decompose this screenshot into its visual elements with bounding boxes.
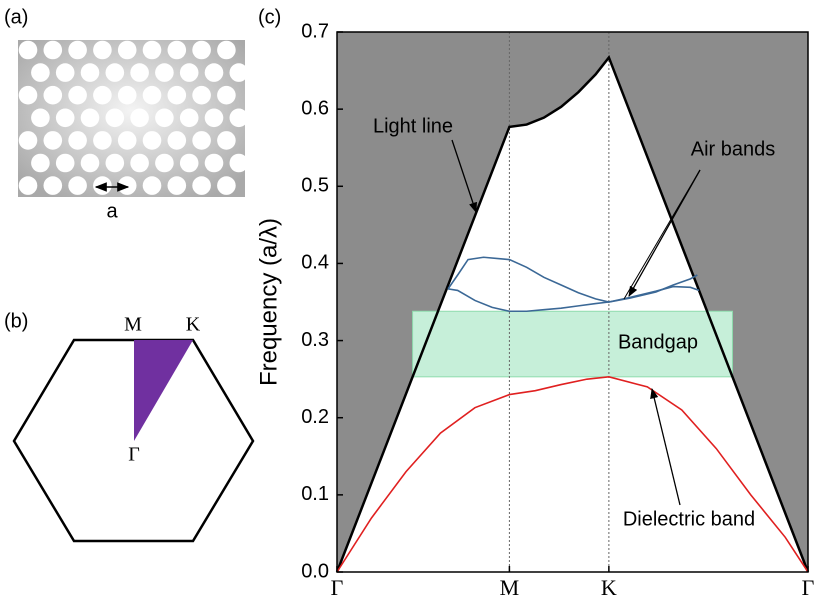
- hole: [168, 86, 187, 105]
- hole: [192, 131, 211, 150]
- panel-label: (a): [4, 6, 28, 28]
- hole: [205, 63, 224, 82]
- figure: (a) a (b) M K Γ (c) ΓMKΓ0.00.10.20.30.40…: [0, 0, 819, 603]
- panel-label: (b): [4, 310, 28, 332]
- panel-label: (c): [258, 6, 281, 28]
- hole: [118, 131, 137, 150]
- hole: [81, 109, 100, 128]
- hole: [44, 86, 63, 105]
- hole: [130, 154, 149, 173]
- brillouin-zone: [14, 340, 253, 541]
- hole: [143, 86, 162, 105]
- hole: [217, 176, 236, 195]
- hole: [118, 86, 137, 105]
- y-tick-label: 0.6: [301, 97, 329, 119]
- hole: [44, 41, 63, 60]
- hole: [68, 176, 87, 195]
- hole: [56, 109, 75, 128]
- y-tick-label: 0.3: [301, 329, 329, 351]
- hole: [93, 131, 112, 150]
- hole: [19, 131, 38, 150]
- hole: [31, 63, 50, 82]
- y-tick-label: 0.1: [301, 483, 329, 505]
- x-tick-label: K: [601, 575, 617, 600]
- photonic-crystal: [18, 40, 248, 197]
- x-tick-label: M: [500, 575, 520, 600]
- x-tick-label: Γ: [802, 575, 815, 600]
- hole: [93, 86, 112, 105]
- dimension-label: a: [106, 200, 118, 222]
- hole: [56, 63, 75, 82]
- hole: [68, 86, 87, 105]
- y-tick-label: 0.5: [301, 175, 329, 197]
- hole: [217, 131, 236, 150]
- irreducible-zone: [134, 340, 193, 441]
- hole: [192, 176, 211, 195]
- hole: [217, 86, 236, 105]
- hole: [168, 131, 187, 150]
- hole: [192, 41, 211, 60]
- hole: [93, 41, 112, 60]
- annotation: Light line: [373, 115, 453, 137]
- hole: [31, 154, 50, 173]
- annotation: Bandgap: [618, 331, 698, 353]
- annotation: Dielectric band: [623, 508, 755, 530]
- y-tick-label: 0.0: [301, 560, 329, 582]
- hole: [106, 109, 125, 128]
- hole: [106, 63, 125, 82]
- hole: [143, 176, 162, 195]
- hole: [19, 41, 38, 60]
- y-tick-label: 0.4: [301, 252, 329, 274]
- hole: [68, 131, 87, 150]
- hole: [130, 109, 149, 128]
- hole: [68, 41, 87, 60]
- hole: [230, 109, 249, 128]
- hole: [180, 63, 199, 82]
- hole: [155, 109, 174, 128]
- hole: [81, 63, 100, 82]
- hole: [155, 63, 174, 82]
- point-label: Γ: [128, 444, 140, 466]
- x-tick-label: Γ: [331, 575, 344, 600]
- hole: [192, 86, 211, 105]
- hole: [143, 131, 162, 150]
- hole: [217, 41, 236, 60]
- y-axis-label: Frequency (a/λ): [255, 218, 282, 386]
- hole: [106, 154, 125, 173]
- hole: [31, 109, 50, 128]
- y-tick-label: 0.2: [301, 406, 329, 428]
- hole: [205, 154, 224, 173]
- hole: [205, 109, 224, 128]
- point-label: K: [186, 314, 201, 336]
- hole: [230, 154, 249, 173]
- hole: [81, 154, 100, 173]
- hole: [56, 154, 75, 173]
- hole: [44, 131, 63, 150]
- hole: [155, 154, 174, 173]
- hole: [93, 176, 112, 195]
- annotation: Air bands: [691, 138, 776, 160]
- hole: [44, 176, 63, 195]
- hole: [168, 176, 187, 195]
- y-tick-label: 0.7: [301, 20, 329, 42]
- page: {"figure": {"panel_a": {"label": "(a)", …: [0, 0, 819, 603]
- hole: [143, 41, 162, 60]
- hole: [130, 63, 149, 82]
- hole: [230, 63, 249, 82]
- hole: [19, 86, 38, 105]
- point-label: M: [124, 314, 142, 336]
- hole: [19, 176, 38, 195]
- hole: [180, 154, 199, 173]
- hole: [168, 41, 187, 60]
- hole: [118, 41, 137, 60]
- hole: [118, 176, 137, 195]
- hole: [180, 109, 199, 128]
